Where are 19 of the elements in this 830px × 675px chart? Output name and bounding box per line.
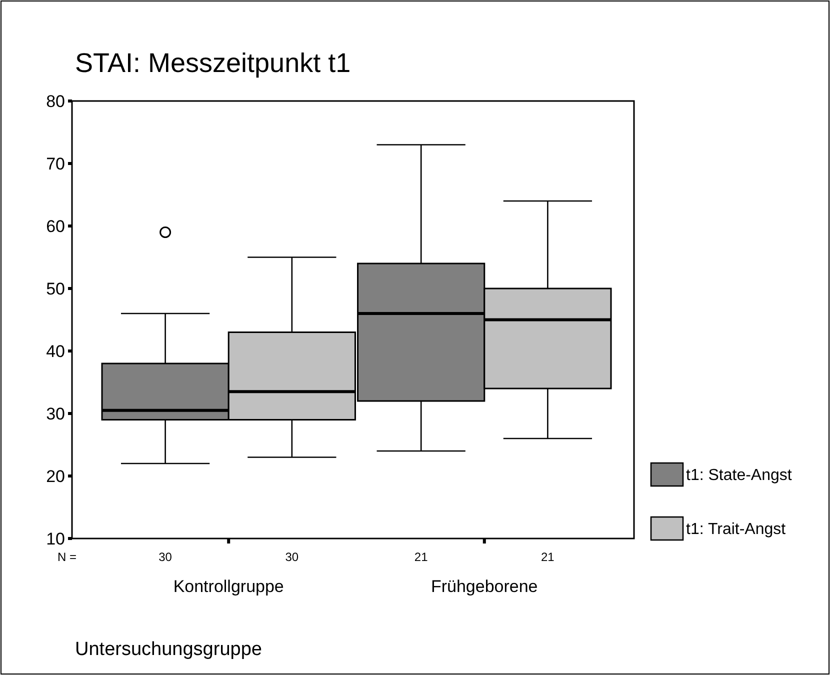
text: 21 <box>414 550 428 564</box>
legend-label: t1: Trait-Angst <box>686 521 786 538</box>
y-tick-label: 30 <box>46 404 65 424</box>
y-tick-label: 50 <box>46 279 65 298</box>
y-tick-label: 80 <box>46 92 65 111</box>
text: 30 <box>285 550 299 564</box>
y-tick-label: 70 <box>46 154 65 174</box>
legend-label: t1: State-Angst <box>686 467 792 484</box>
y-tick-label: 40 <box>46 342 65 361</box>
y-tick-label: 60 <box>46 216 65 236</box>
text: 30 <box>158 550 172 564</box>
y-tick-label: 10 <box>46 529 65 548</box>
x-tick-label: Frühgeborene <box>430 577 538 596</box>
y-tick-label: 20 <box>46 466 65 486</box>
chart-title: STAI: Messzeitpunkt t1 <box>75 48 351 78</box>
x-tick-label: Kontrollgruppe <box>173 577 284 596</box>
text: 21 <box>541 550 555 564</box>
text: N = <box>57 550 77 564</box>
x-axis-title: Untersuchungsgruppe <box>75 639 262 660</box>
